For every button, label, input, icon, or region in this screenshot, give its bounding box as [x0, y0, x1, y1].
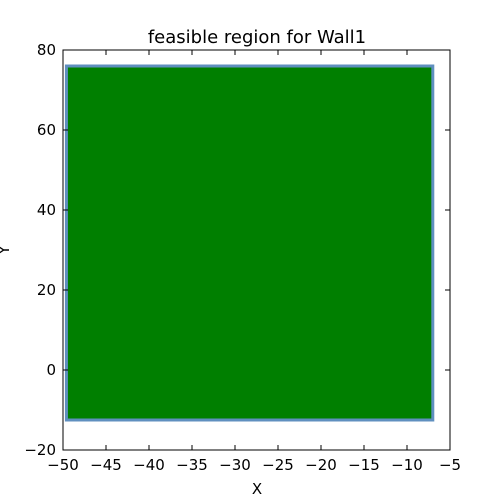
plot-frame [62, 49, 451, 451]
plot-area [64, 64, 435, 422]
x-tick-label: −15 [348, 456, 380, 474]
x-tick-label: −20 [305, 456, 337, 474]
y-tick-label: 20 [37, 281, 56, 299]
x-tick-label: −30 [219, 456, 251, 474]
x-tick-label: −25 [262, 456, 294, 474]
x-tick-label: −50 [47, 456, 79, 474]
x-tick-label: −45 [90, 456, 122, 474]
x-axis-label: X [252, 480, 262, 498]
y-tick-label: 80 [37, 41, 56, 59]
y-axis-label: Y [0, 245, 13, 256]
x-tick-label: −35 [176, 456, 208, 474]
y-axis-ticks: −20 0 20 40 60 80 [24, 41, 450, 459]
x-tick-label: −5 [439, 456, 461, 474]
y-tick-label: 40 [37, 201, 56, 219]
x-tick-label: −40 [133, 456, 165, 474]
chart-title: feasible region for Wall1 [148, 27, 366, 48]
x-tick-label: −10 [391, 456, 423, 474]
y-tick-label: −20 [24, 441, 56, 459]
y-tick-label: 0 [46, 361, 56, 379]
x-axis-ticks: −50 −45 −40 −35 −30 −25 −20 −15 −10 −5 [47, 50, 461, 474]
feasible-region [64, 64, 435, 422]
y-tick-label: 60 [37, 121, 56, 139]
